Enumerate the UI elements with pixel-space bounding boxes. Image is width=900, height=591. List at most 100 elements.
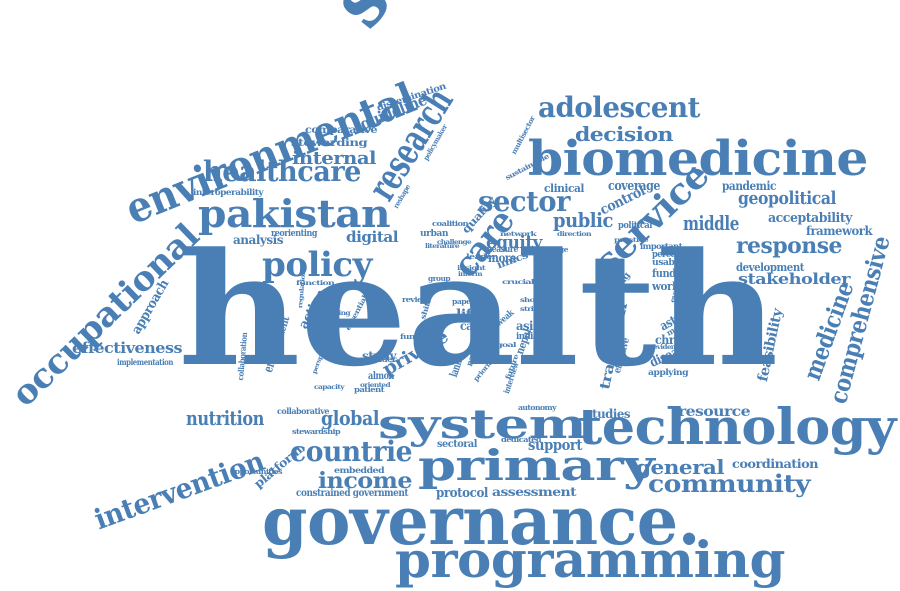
word-study: study	[362, 349, 396, 363]
word-geopolitical: geopolitical	[738, 188, 837, 209]
word-funding: funding	[652, 267, 693, 280]
word-primary: primary	[418, 441, 655, 490]
word-support: support	[528, 436, 583, 454]
word-studies: studies	[586, 407, 631, 421]
word-capacity: capacity	[314, 384, 345, 391]
word-sector: sector	[478, 185, 571, 218]
word-coordination: coordination	[732, 457, 819, 471]
word-decision: decision	[575, 122, 674, 146]
word-strive: strive	[520, 306, 543, 313]
word-insight: insight	[457, 265, 486, 272]
word-embedded: embedded	[334, 465, 385, 475]
word-development: development	[736, 261, 805, 274]
word-patient: patient	[354, 385, 385, 394]
word-direction: direction	[557, 231, 592, 238]
word-perceived: perceived	[652, 250, 692, 260]
word-function: function	[296, 280, 335, 287]
word-evidence: evidence	[653, 344, 684, 351]
word-dedicated: dedicated	[501, 435, 542, 444]
word-challenge: challenge	[437, 239, 472, 246]
word-chronic: chronic	[655, 333, 699, 347]
word-worker: worker	[652, 280, 690, 293]
word-interoperability: interoperability	[193, 187, 264, 197]
word-urban: urban	[420, 229, 449, 239]
word-biomedicine: biomedicine	[528, 131, 868, 187]
word-change: change	[540, 245, 569, 254]
word-resource: resource	[678, 404, 751, 420]
word-system: system	[378, 401, 587, 448]
word-digital: digital	[346, 228, 399, 246]
word-intervention: intervention	[89, 444, 269, 537]
word-equity: equity	[486, 232, 542, 253]
word-protocol: protocol	[436, 486, 488, 501]
word-policy: policy	[262, 245, 372, 285]
word-building: building	[320, 310, 351, 317]
word-middle: middle	[683, 211, 739, 235]
word-response: response	[736, 233, 842, 259]
word-india: india	[516, 332, 539, 342]
word-governance: governance.	[262, 482, 700, 560]
word-review: review	[402, 295, 429, 304]
word-framework: framework	[806, 224, 873, 238]
word-more: more	[488, 251, 516, 265]
word-nutrition: nutrition	[186, 406, 265, 430]
word-practice: practice	[614, 237, 649, 244]
word-sectoral: sectoral	[437, 439, 477, 450]
word-group: group	[428, 274, 451, 283]
word-global: global	[321, 406, 380, 430]
word-stewarding: stewarding	[291, 138, 368, 149]
word-paper: paper	[452, 297, 475, 306]
word-network: network	[500, 231, 537, 238]
word-income: income	[318, 468, 413, 494]
word-programming: programming	[395, 530, 785, 589]
word-health: health	[178, 218, 778, 401]
word-comparative: comparative	[305, 125, 378, 136]
word-important: important	[640, 241, 683, 251]
word-reorienting: reorienting	[271, 229, 318, 239]
word-community: community	[648, 469, 811, 498]
word-constrained-government: constrained government	[296, 488, 409, 499]
word-effectiveness: effectiveness	[72, 339, 182, 357]
word-public: public	[553, 208, 614, 232]
word-oriented: oriented	[360, 382, 391, 389]
word-countrie: countrie	[290, 435, 413, 468]
word-applying: applying	[648, 367, 689, 377]
word-pakistan: pakistan	[198, 191, 391, 236]
word-coverage: coverage	[608, 179, 661, 194]
word-internal: internal	[292, 148, 377, 169]
word-occupational: occupational	[3, 216, 208, 415]
word-adolescent: adolescent	[538, 91, 700, 124]
word-general: general	[636, 455, 725, 479]
word-assessment: assessment	[492, 485, 577, 499]
word-inform: inform	[458, 271, 483, 278]
word-coalition: coalition	[432, 219, 469, 228]
word-acceptability: acceptability	[768, 211, 852, 226]
word-political: political	[618, 221, 652, 231]
word-call: call	[460, 319, 481, 333]
word-asia: asia	[516, 319, 541, 333]
word-literature: literature	[425, 243, 460, 250]
word-healthcare: healthcare	[203, 155, 361, 188]
word-usability: usability	[652, 258, 693, 268]
word-fund: fund	[400, 332, 421, 341]
word-implementation: implementation	[117, 357, 174, 367]
word-measure: measure	[484, 245, 518, 255]
word-almon: almon	[368, 371, 395, 382]
word-pandemic: pandemic	[722, 179, 776, 193]
word-shock: shock	[520, 297, 545, 304]
word-technology: technology	[578, 397, 896, 456]
word-collaborative: collaborative	[277, 406, 329, 416]
word-stewardship: stewardship	[292, 427, 341, 436]
word-analysis: analysis	[233, 233, 283, 247]
word-goal: goal	[496, 342, 517, 349]
word-provider: provider	[360, 354, 397, 364]
word-leader: leader	[466, 252, 497, 261]
word-stakeholder: stakeholder	[738, 270, 851, 288]
word-clinical: clinical	[544, 182, 585, 195]
word-life: life	[456, 307, 481, 323]
word-crucial: crucial	[502, 279, 534, 286]
word-science: science	[312, 0, 556, 44]
word-autonomy: autonomy	[518, 403, 557, 412]
word-opportunities: opportunities	[230, 467, 283, 476]
